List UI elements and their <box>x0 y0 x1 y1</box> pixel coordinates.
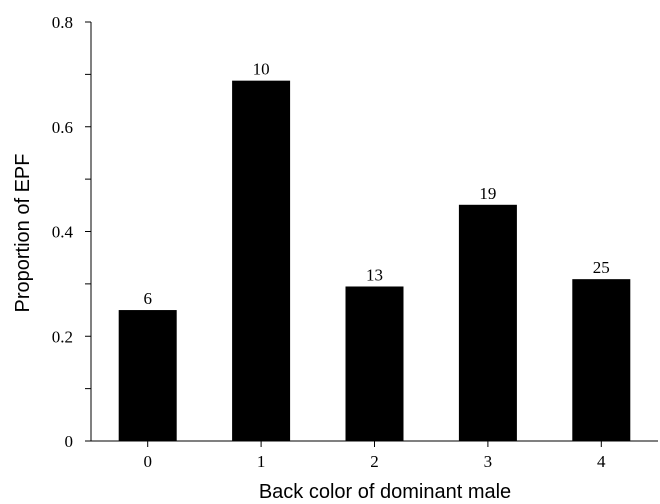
data-label-1: 10 <box>253 60 270 79</box>
y-tick-label-0.6: 0.6 <box>52 118 73 137</box>
data-label-2: 13 <box>366 265 383 284</box>
x-tick-label-1: 1 <box>257 452 266 471</box>
bar-1 <box>232 80 291 441</box>
x-axis-title: Back color of dominant male <box>259 481 511 503</box>
bar-4 <box>572 279 631 441</box>
y-tick-label-0.4: 0.4 <box>52 223 74 242</box>
plot-area: 6 0 10 1 13 2 19 3 25 4 0 0.2 0.4 0.6 0.8 <box>52 13 658 471</box>
y-tick-label-0: 0 <box>65 432 74 451</box>
data-label-0: 6 <box>143 289 152 308</box>
x-tick-label-4: 4 <box>597 452 606 471</box>
bar-2 <box>345 286 404 441</box>
bar-0 <box>118 310 177 441</box>
data-label-4: 25 <box>593 258 610 277</box>
x-tick-label-0: 0 <box>143 452 152 471</box>
y-axis-title: Proportion of EPF <box>12 154 34 313</box>
x-tick-label-3: 3 <box>484 452 493 471</box>
y-tick-label-0.2: 0.2 <box>52 327 73 346</box>
y-tick-label-0.8: 0.8 <box>52 13 73 32</box>
data-label-3: 19 <box>479 184 496 203</box>
x-tick-label-2: 2 <box>370 452 379 471</box>
bar-3 <box>458 204 517 441</box>
